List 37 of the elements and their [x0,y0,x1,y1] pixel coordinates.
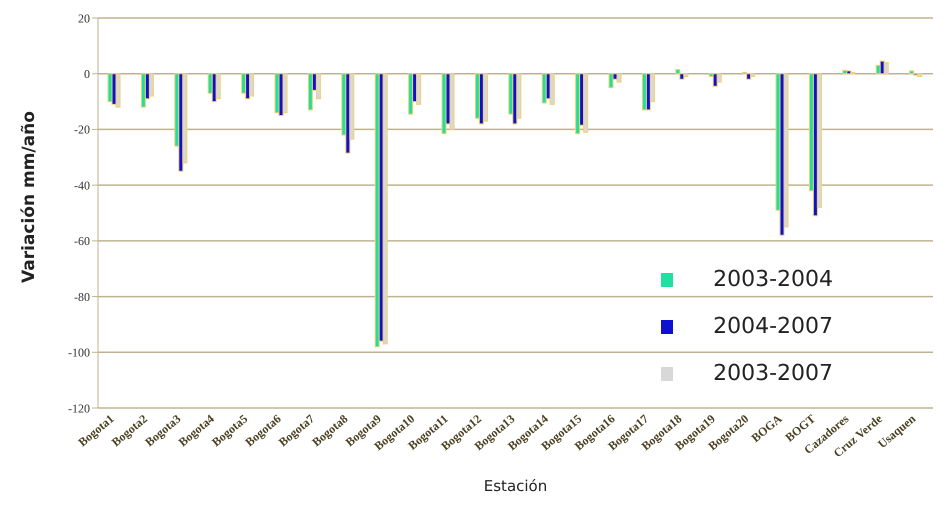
bar [608,73,614,88]
bar [750,73,756,77]
bar [416,73,422,105]
legend-label: 2003-2007 [713,361,833,386]
bar [583,73,588,133]
bar [482,73,488,122]
bar [216,73,221,100]
y-tick-label: -100 [68,346,90,360]
bar [716,73,722,83]
bar [308,73,313,110]
bar [550,73,555,105]
y-tick-label: -80 [74,290,90,304]
bar [917,73,922,77]
bar [683,73,688,77]
bar [746,73,752,80]
bar [249,73,254,96]
legend-label: 2004-2007 [713,314,833,339]
x-axis-title: Estación [484,477,548,495]
bar [382,73,388,344]
bar [616,73,622,83]
bar [909,70,914,74]
bar [316,73,321,100]
y-axis-title: Variación mm/año [19,111,40,283]
y-tick-label: -120 [68,401,90,416]
y-tick-label: 20 [78,11,90,26]
bar [712,73,718,87]
bar [148,73,154,96]
bar [679,73,684,80]
y-tick-label: 0 [84,66,90,81]
y-tick-label: -60 [74,234,90,248]
bar [450,73,455,130]
y-tick-label: -40 [74,178,90,192]
legend-label: 2003-2004 [713,267,833,292]
bar [884,62,889,74]
bar [116,73,121,108]
y-tick-label: -20 [74,122,90,137]
bar [282,73,288,114]
